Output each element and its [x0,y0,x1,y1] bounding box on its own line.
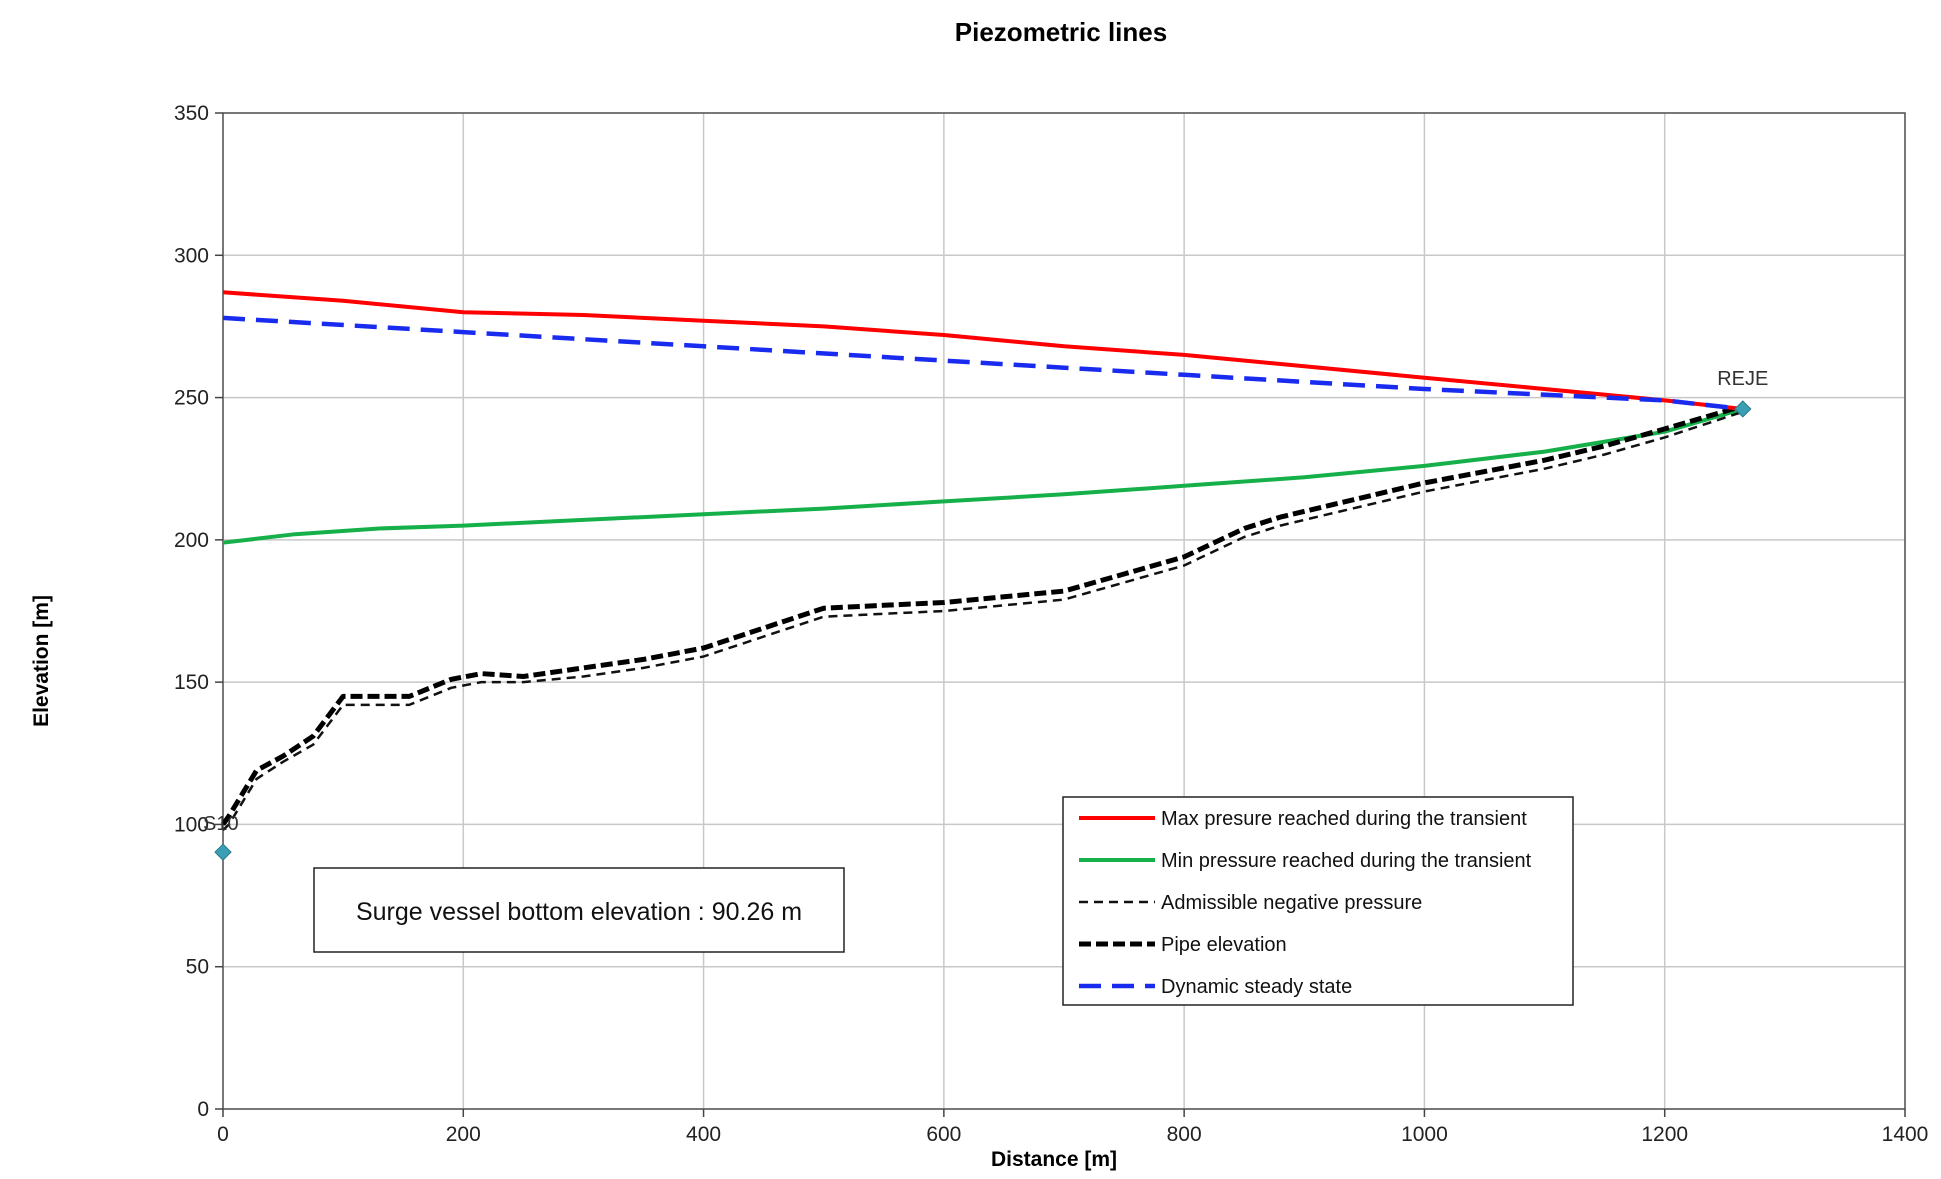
plot-area [222,112,1906,1110]
series-line-5 [222,315,1744,412]
y-tick-label: 250 [174,387,209,410]
x-tick-label: 800 [1167,1123,1202,1146]
x-tick-label: 400 [686,1123,721,1146]
annotation-box: Surge vessel bottom elevation : 90.26 m [313,867,845,953]
y-tick-label: 0 [197,1098,209,1121]
annotation-frame [313,867,845,953]
legend-label-1: Max presure reached during the transient [1161,808,1527,830]
annotation-text: Surge vessel bottom elevation : 90.26 m [356,898,802,926]
y-tick-label: 300 [174,244,209,267]
y-tick-label: 150 [174,671,209,694]
chart-title: Piezometric lines [955,17,1167,47]
series-line-2 [222,407,1744,545]
legend-label-2: Min pressure reached during the transien… [1161,850,1532,872]
x-tick-label: 1400 [1882,1123,1929,1146]
x-axis-title: Distance [m] [991,1148,1117,1171]
series-line-3 [222,410,1744,832]
node-markers: S10 REJE [203,368,1768,861]
y-tick-label: 100 [174,813,209,836]
legend-label-5: Dynamic steady state [1161,976,1352,998]
legend-label-4: Pipe elevation [1161,934,1287,956]
x-tick-label: 200 [446,1123,481,1146]
series-line-4 [220,403,1744,826]
legend-items: Max presure reached during the transient… [1079,808,1532,998]
marker-label: REJE [1717,368,1768,390]
y-tick-label: 200 [174,529,209,552]
x-tick-label: 1200 [1641,1123,1688,1146]
y-axis-title: Elevation [m] [30,595,53,727]
x-tick-label: 600 [926,1123,961,1146]
marker-reje [1734,400,1752,418]
x-tick-label: 1000 [1401,1123,1448,1146]
axis-ticks: 0 200 400 600 800 1000 1200 1400 0 50 100 150 200 250… [174,102,1928,1146]
y-tick-label: 350 [174,102,209,125]
y-tick-label: 50 [186,956,209,979]
series-line-1 [222,290,1744,411]
marker-label: S10 [203,813,239,835]
legend-label-3: Admissible negative pressure [1161,892,1422,914]
series-lines [220,290,1744,832]
marker-s10 [214,843,232,861]
x-tick-label: 0 [217,1123,229,1146]
legend: Max presure reached during the transient… [1062,796,1574,1006]
